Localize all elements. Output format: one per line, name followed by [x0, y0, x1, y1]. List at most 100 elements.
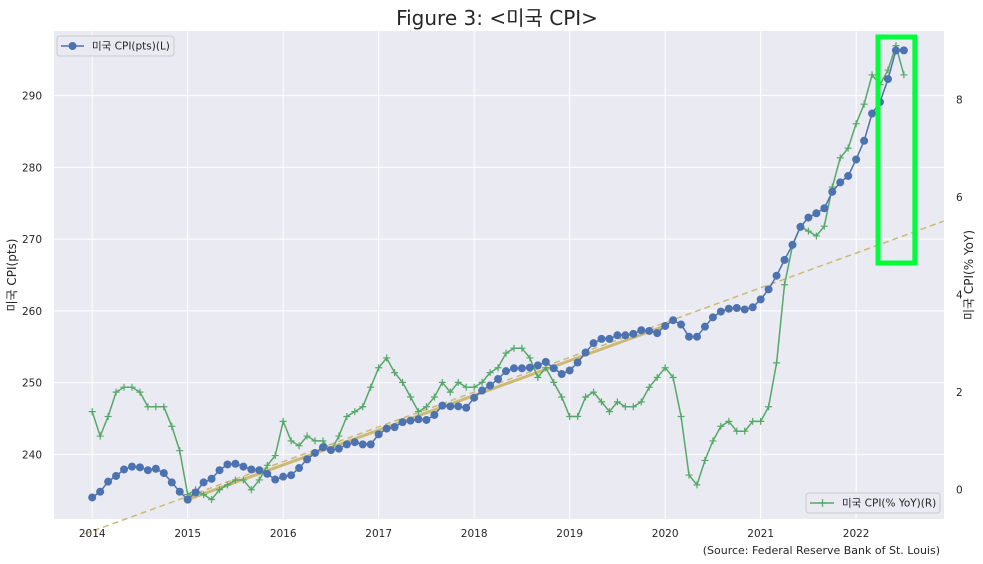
yoy-point-48: [470, 383, 478, 391]
pts-point-22: [263, 469, 272, 478]
y-left-tick-260: 260: [22, 306, 42, 318]
pts-point-1: [96, 487, 105, 496]
yoy-point-41: [414, 408, 422, 416]
yoy-point-44: [438, 378, 446, 386]
pts-point-17: [223, 460, 232, 469]
pts-point-71: [653, 329, 662, 338]
pts-point-74: [677, 320, 686, 329]
yoy-point-33: [351, 408, 359, 416]
pts-point-75: [685, 332, 694, 341]
yoy-point-63: [590, 388, 598, 396]
yoy-point-3: [112, 388, 120, 396]
legend-left-marker: [68, 42, 77, 50]
source-note: (Source: Federal Reserve Bank of St. Lou…: [703, 544, 940, 557]
pts-point-68: [629, 329, 638, 338]
pts-point-24: [279, 472, 288, 481]
x-tick-2017: 2017: [365, 528, 392, 540]
yoy-point-75: [685, 471, 693, 479]
yoy-point-91: [812, 232, 820, 240]
y-axis-left-label: 미국 CPI(pts): [5, 239, 19, 312]
chart-title: Figure 3: <미국 CPI>: [396, 6, 598, 30]
pts-point-43: [430, 410, 439, 419]
pts-point-65: [605, 334, 614, 343]
yoy-point-20: [247, 486, 255, 494]
x-tick-2021: 2021: [747, 528, 774, 540]
yoy-point-77: [701, 456, 709, 464]
y-right-tick-2: 2: [956, 387, 963, 399]
legend-right-frame: [805, 492, 941, 514]
yoy-point-52: [502, 349, 510, 357]
series-pts: [88, 46, 908, 504]
x-tick-2022: 2022: [843, 528, 870, 540]
pts-point-20: [247, 465, 256, 474]
pts-point-42: [422, 415, 431, 424]
yoy-point-40: [407, 393, 415, 401]
pts-point-35: [366, 440, 375, 449]
x-axis-ticks: 2014 2015 2016 2017 2018 2019 2020 2021 2022: [79, 528, 870, 540]
yoy-point-5: [128, 383, 136, 391]
highlight-rect: [875, 34, 918, 266]
pts-point-72: [661, 321, 670, 330]
pts-point-47: [462, 403, 471, 412]
pts-point-57: [541, 357, 550, 366]
pts-point-70: [645, 326, 654, 335]
pts-point-39: [398, 418, 407, 427]
pts-point-101: [891, 46, 900, 55]
yoy-point-82: [741, 427, 749, 435]
yoy-point-55: [526, 354, 534, 362]
yoy-point-54: [518, 344, 526, 352]
pts-point-52: [502, 367, 511, 376]
y-left-tick-290: 290: [22, 91, 42, 103]
yoy-point-50: [486, 369, 494, 377]
yoy-point-94: [836, 154, 844, 162]
pts-point-81: [732, 304, 741, 313]
yoy-point-4: [120, 383, 128, 391]
pts-point-100: [883, 75, 892, 84]
pts-point-28: [311, 448, 320, 457]
yoy-point-78: [709, 437, 717, 445]
pts-point-83: [748, 303, 757, 312]
pts-point-16: [215, 466, 224, 475]
yoy-point-15: [208, 495, 216, 503]
x-tick-2018: 2018: [461, 528, 488, 540]
pts-point-58: [549, 364, 558, 373]
yoy-point-81: [733, 427, 741, 435]
yoy-point-22: [263, 461, 271, 469]
pts-point-4: [120, 465, 129, 474]
yoy-point-18: [231, 476, 239, 484]
pts-point-54: [517, 364, 526, 373]
yoy-point-83: [749, 417, 757, 425]
y-right-tick-6: 6: [956, 192, 963, 204]
pts-point-79: [716, 307, 725, 316]
yoy-point-25: [287, 437, 295, 445]
yoy-point-87: [781, 281, 789, 289]
yoy-point-96: [852, 120, 860, 128]
pts-point-26: [295, 464, 304, 473]
yoy-point-59: [558, 393, 566, 401]
yoy-point-14: [200, 491, 208, 499]
pts-point-66: [613, 331, 622, 340]
pts-point-5: [127, 462, 136, 471]
yoy-point-56: [534, 373, 542, 381]
y-left-tick-270: 270: [22, 234, 42, 246]
pts-point-80: [724, 304, 733, 313]
pts-point-63: [589, 339, 598, 348]
pts-point-32: [342, 440, 351, 449]
yoy-point-21: [255, 476, 263, 484]
legend-left-label: 미국 CPI(pts)(L): [92, 41, 170, 53]
pts-point-30: [326, 446, 335, 455]
pts-point-10: [167, 478, 176, 487]
y-right-tick-4: 4: [956, 290, 963, 302]
y-axis-right-label: 미국 CPI(% YoY): [962, 230, 976, 320]
yoy-point-23: [271, 452, 279, 460]
x-tick-2020: 2020: [652, 528, 679, 540]
pts-point-7: [143, 466, 152, 475]
legend-right-label: 미국 CPI(% YoY)(R): [842, 498, 936, 510]
pts-point-36: [374, 430, 383, 439]
yoy-point-1: [96, 432, 104, 440]
pts-point-67: [621, 331, 630, 340]
pts-point-95: [844, 171, 853, 180]
highlight-box: [875, 34, 918, 266]
pts-point-82: [740, 305, 749, 314]
